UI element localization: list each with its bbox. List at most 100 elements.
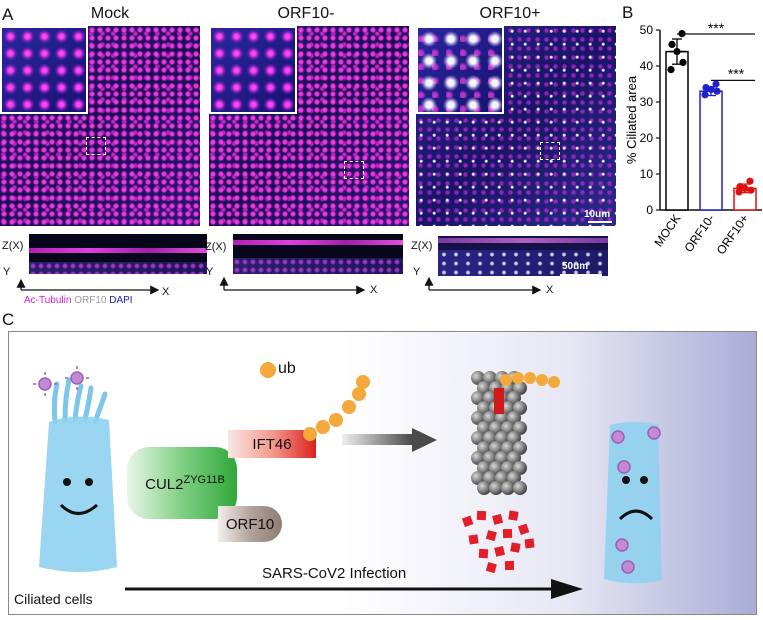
proteasome <box>471 371 560 495</box>
ift46-in-proteasome <box>494 388 504 414</box>
peptide-fragment <box>494 545 505 557</box>
ift46-label: IFT46 <box>252 435 292 453</box>
frown-icon <box>618 509 654 521</box>
legend-orf10: ORF10 <box>74 295 107 306</box>
cell-body <box>39 416 117 572</box>
title-mock: Mock <box>90 5 130 22</box>
ubiquitin-unit <box>536 374 548 386</box>
ortho-strip-orf10-minus <box>233 234 403 274</box>
roi-box-orf10-plus <box>540 142 560 160</box>
cilia <box>51 377 108 425</box>
y-axis-label: % Ciliated area <box>624 75 639 164</box>
roi-box-orf10-minus <box>344 161 364 179</box>
micrograph-orf10-plus: 10um <box>416 26 616 226</box>
ub-label: ub <box>278 360 296 377</box>
roi-box-mock <box>86 137 106 155</box>
zoom-inset-orf10-plus <box>416 26 504 114</box>
data-point <box>712 80 720 88</box>
peptide-fragment <box>478 548 489 559</box>
y-tick-label: 40 <box>640 59 654 73</box>
ubiquitin-unit <box>548 376 560 388</box>
zx-label-mock: Z(X) <box>2 240 24 252</box>
ubiquitin-unit <box>512 372 524 384</box>
y-label-orf10-minus: Y <box>206 266 214 278</box>
y-tick-label: 0 <box>646 203 653 217</box>
axis-arrows <box>16 276 542 295</box>
bar-mock <box>665 50 689 211</box>
scale-label-50um: 50um <box>562 261 589 272</box>
legend-dapi: DAPI <box>109 295 133 306</box>
ubiquitin-unit <box>524 372 536 384</box>
data-point <box>668 40 676 48</box>
panel-b-letter: B <box>622 3 634 22</box>
peptide-fragment <box>492 513 504 525</box>
data-point <box>701 91 709 99</box>
title-orf10-minus: ORF10- <box>277 5 335 22</box>
peptide-fragment <box>510 542 521 553</box>
peptide-fragment <box>461 515 474 528</box>
infected-cell <box>604 422 662 584</box>
peptide-fragment <box>508 510 519 521</box>
x-tick-label: ORF10+ <box>714 212 752 257</box>
zx-label-orf10-plus: Z(X) <box>411 240 433 252</box>
orf10-blob: ORF10 <box>218 506 282 542</box>
zyg11b-label: ZYG11B <box>183 473 225 486</box>
peptide-fragment <box>524 538 535 549</box>
y-tick-label: 30 <box>640 95 654 109</box>
ubiquitin-chain <box>260 362 370 441</box>
y-tick-label: 10 <box>640 167 654 181</box>
peptide-fragment <box>504 560 515 571</box>
proteasome-subunit <box>489 481 503 495</box>
scale-bar-bottom <box>560 274 602 276</box>
infection-label: SARS-CoV2 Infection <box>262 565 407 582</box>
scale-bar-top <box>588 221 612 223</box>
data-point <box>735 188 743 196</box>
infection-arrow <box>125 579 583 599</box>
ubiquitin-unit <box>500 374 512 386</box>
data-point <box>673 48 681 56</box>
data-point <box>679 58 687 66</box>
bar-chart: 0 10 20 30 40 50 % Ciliated area MOCKORF10-ORF1… <box>624 20 762 257</box>
peptide-fragment <box>502 528 513 539</box>
ift46-block: IFT46 <box>228 430 316 458</box>
data-point <box>702 84 710 92</box>
sig-label: *** <box>728 65 745 81</box>
x-label-orf10-minus: X <box>370 284 378 296</box>
virus-icon <box>38 371 84 391</box>
peptide-fragment <box>476 510 487 521</box>
y-label-mock: Y <box>3 266 11 278</box>
orf10-label: ORF10 <box>225 515 275 533</box>
zx-label-orf10-minus: Z(X) <box>205 241 227 253</box>
bar-orf10- <box>699 90 723 211</box>
smile-icon <box>59 503 98 515</box>
cul2-label: CUL2 <box>145 475 184 493</box>
peptide-fragment <box>485 562 497 574</box>
proteasome-subunit <box>501 481 515 495</box>
title-orf10-plus: ORF10+ <box>479 5 541 22</box>
micrograph-mock <box>0 26 200 226</box>
ciliated-cells-label: Ciliated cells <box>14 591 93 607</box>
cell-body <box>604 422 662 584</box>
peptide-fragment <box>517 523 530 536</box>
degraded-fragments <box>461 510 535 574</box>
peptide-fragment <box>468 534 479 545</box>
zoom-inset-mock <box>0 26 88 114</box>
data-point <box>736 183 744 191</box>
healthy-cell <box>33 366 117 572</box>
y-tick-label: 20 <box>640 131 654 145</box>
data-point <box>747 186 755 194</box>
x-tick-label: ORF10- <box>682 212 718 255</box>
virus-icon <box>611 426 661 574</box>
degradation-arrow <box>342 428 437 452</box>
micrograph-orf10-minus <box>209 26 409 226</box>
x-tick-label: MOCK <box>651 212 683 250</box>
sig-label: *** <box>708 20 725 36</box>
panel-a-letter: A <box>2 5 14 24</box>
ortho-strip-mock <box>29 234 207 274</box>
ortho-strip-orf10-plus: 50um <box>438 236 608 276</box>
data-point <box>746 177 754 185</box>
channel-legend: Ac-Tubulin ORF10 DAPI <box>24 295 133 306</box>
proteasome-subunit <box>513 481 527 495</box>
proteasome-subunit <box>477 481 491 495</box>
peptide-fragment <box>485 530 497 542</box>
